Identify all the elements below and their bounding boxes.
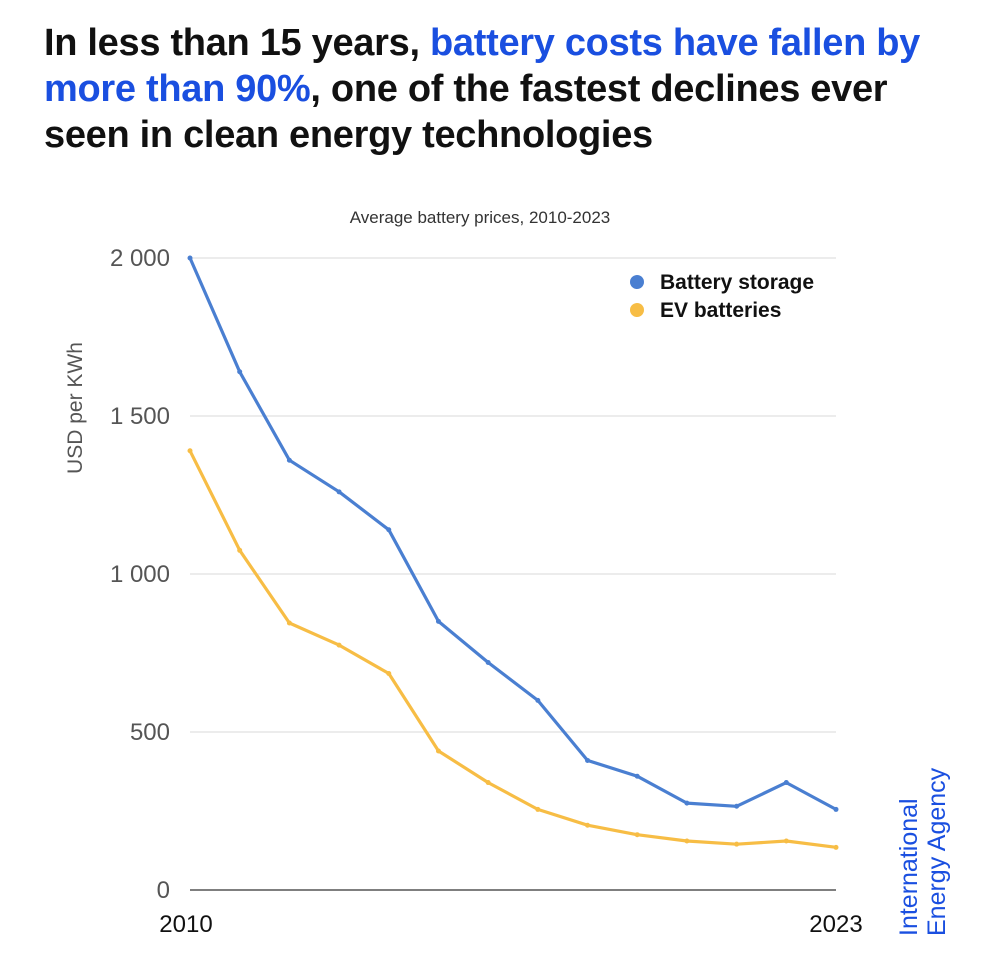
data-point: [783, 780, 789, 786]
legend-marker: [630, 303, 644, 317]
data-point: [435, 748, 441, 754]
y-axis-label: USD per KWh: [64, 342, 87, 474]
y-tick-label: 500: [130, 719, 170, 746]
series: [187, 255, 839, 850]
legend-label: EV batteries: [660, 299, 781, 322]
data-point: [833, 806, 839, 812]
x-tick-label: 2010: [159, 911, 212, 938]
data-point: [684, 838, 690, 844]
data-point: [485, 780, 491, 786]
y-tick-label: 1 000: [110, 561, 170, 588]
data-point: [237, 547, 243, 553]
data-point: [585, 757, 591, 763]
headline: In less than 15 years, battery costs hav…: [44, 20, 954, 158]
headline-part2: , one of the fastest declines ever seen …: [44, 68, 888, 156]
data-point: [485, 659, 491, 665]
chart-title: Average battery prices, 2010-2023: [349, 208, 611, 227]
data-point: [286, 457, 292, 463]
headline-highlight: battery costs have fallen by more than 9…: [44, 22, 921, 110]
brand-line-1: International: [895, 798, 923, 936]
brand-line-2: Energy Agency: [923, 767, 951, 936]
data-point: [187, 448, 193, 454]
data-point: [684, 800, 690, 806]
gridlines: [190, 257, 836, 891]
data-point: [386, 671, 392, 677]
data-point: [286, 620, 292, 626]
data-point: [535, 697, 541, 703]
y-tick-label: 0: [157, 877, 170, 904]
data-point: [783, 838, 789, 844]
data-point: [336, 489, 342, 495]
data-point: [336, 642, 342, 648]
data-point: [833, 844, 839, 850]
data-point: [585, 822, 591, 828]
legend-label: Battery storage: [660, 271, 814, 294]
y-tick-label: 1 500: [110, 403, 170, 430]
y-tick-label: 2 000: [110, 245, 170, 272]
x-tick-label: 2023: [809, 911, 862, 938]
series-line-battery-storage: [188, 256, 838, 811]
data-point: [634, 773, 640, 779]
data-point: [734, 841, 740, 847]
data-point: [435, 618, 441, 624]
headline-part1: In less than 15 years,: [44, 22, 430, 64]
axes: 0 500 1 000 1 500 2 000 USD per KWh 2010 2023: [64, 245, 863, 938]
data-point: [187, 255, 193, 261]
legend: Battery storage EV batteries: [630, 271, 814, 322]
series-line-ev-batteries: [188, 449, 838, 849]
data-point: [535, 806, 541, 812]
data-point: [634, 832, 640, 838]
data-point: [237, 369, 243, 375]
data-point: [386, 527, 392, 533]
iea-logo: International Energy Agency: [895, 768, 951, 936]
data-point: [734, 803, 740, 809]
legend-marker: [630, 275, 644, 289]
